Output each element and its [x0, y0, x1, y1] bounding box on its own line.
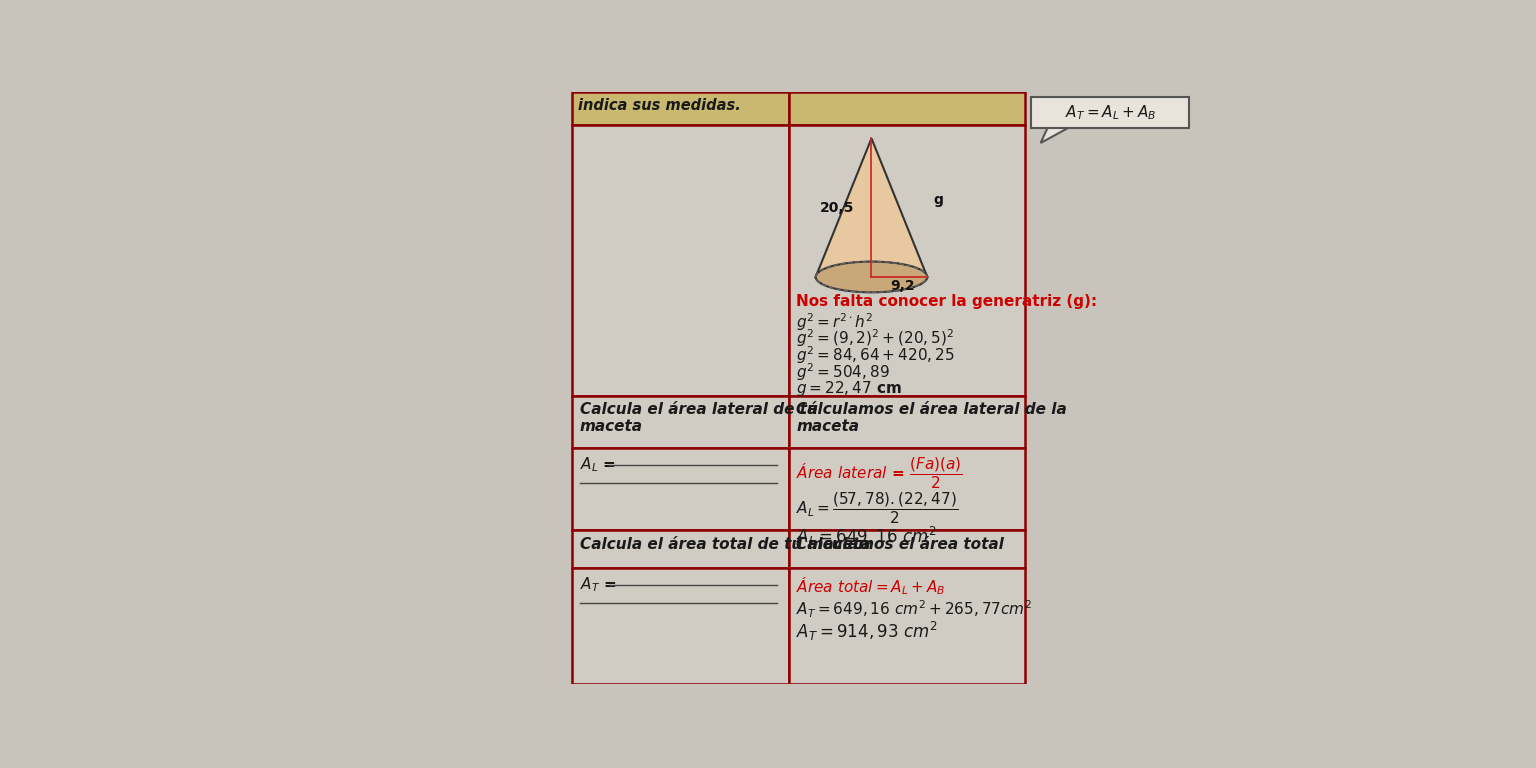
Text: $g^2 = 84,64 + 420,25$: $g^2 = 84,64 + 420,25$	[797, 345, 955, 366]
Polygon shape	[1040, 126, 1072, 143]
Bar	[571, 124, 790, 396]
Bar	[571, 448, 790, 529]
FancyBboxPatch shape	[1031, 97, 1189, 127]
Bar	[790, 92, 1025, 124]
Bar	[571, 396, 790, 448]
Text: maceta: maceta	[797, 419, 860, 435]
Text: $A_L = \dfrac{(57,78).(22,47)}{2}$: $A_L = \dfrac{(57,78).(22,47)}{2}$	[797, 490, 958, 526]
Text: $g= 22,47$ cm: $g= 22,47$ cm	[797, 379, 903, 398]
Bar	[790, 124, 1025, 396]
Text: g: g	[934, 193, 943, 207]
Text: $A_T = 914,93\ cm^2$: $A_T = 914,93\ cm^2$	[797, 621, 938, 644]
Text: $g^2 = 504,89$: $g^2 = 504,89$	[797, 362, 891, 383]
Text: Calculamos el área lateral de la: Calculamos el área lateral de la	[797, 402, 1068, 418]
Bar	[790, 568, 1025, 684]
Text: $A_L = 649,16\ cm^2$: $A_L = 649,16\ cm^2$	[797, 525, 937, 548]
Text: indica sus medidas.: indica sus medidas.	[578, 98, 740, 114]
Bar	[571, 529, 790, 568]
Bar	[790, 448, 1025, 529]
Text: $A_T$ =: $A_T$ =	[579, 576, 616, 594]
Text: maceta: maceta	[579, 419, 642, 435]
Text: $A_L$ =: $A_L$ =	[579, 455, 616, 475]
Text: $g^2 = r^{2\cdot}h^2$: $g^2 = r^{2\cdot}h^2$	[797, 311, 874, 333]
Text: 20,5: 20,5	[820, 200, 854, 215]
Text: $\mathit{Área\ lateral}$ = $\dfrac{(Fa)(a)}{2}$: $\mathit{Área\ lateral}$ = $\dfrac{(Fa)(…	[797, 455, 963, 492]
Text: $g^2 = (9,2)^2 + (20,5)^2$: $g^2 = (9,2)^2 + (20,5)^2$	[797, 328, 955, 349]
Bar	[790, 396, 1025, 448]
Text: Calcula el área lateral de tú: Calcula el área lateral de tú	[579, 402, 817, 418]
Polygon shape	[816, 138, 928, 277]
Ellipse shape	[816, 262, 928, 293]
Text: Nos falta conocer la generatriz (g):: Nos falta conocer la generatriz (g):	[797, 294, 1098, 309]
Text: Calcula el área total de tú maceta: Calcula el área total de tú maceta	[579, 538, 869, 552]
Text: Calculamos el área total: Calculamos el área total	[797, 538, 1005, 552]
Text: 9,2: 9,2	[889, 280, 914, 293]
Text: $\mathit{Área\ total} = A_L + A_B$: $\mathit{Área\ total} = A_L + A_B$	[797, 576, 946, 598]
Bar	[790, 529, 1025, 568]
Text: $A_T = 649,16\ cm^2 + 265,77cm^2$: $A_T = 649,16\ cm^2 + 265,77cm^2$	[797, 599, 1032, 621]
Text: $A_T = A_L + A_B$: $A_T = A_L + A_B$	[1064, 103, 1157, 121]
Bar	[571, 92, 790, 124]
Bar	[571, 568, 790, 684]
